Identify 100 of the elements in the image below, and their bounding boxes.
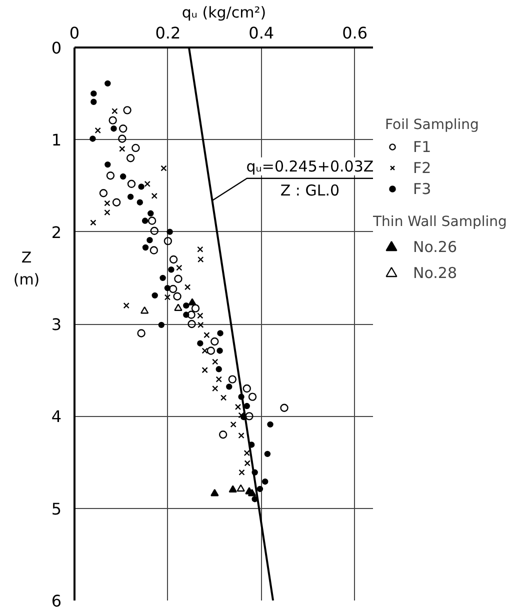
point xyxy=(188,320,196,328)
point xyxy=(94,127,101,134)
point xyxy=(118,134,126,143)
point xyxy=(267,421,274,428)
y-tick-label: 1 xyxy=(51,130,62,150)
point xyxy=(264,450,271,458)
point xyxy=(226,384,232,390)
point xyxy=(166,228,173,235)
point xyxy=(244,450,250,456)
legend-label: F2 xyxy=(413,158,432,178)
point xyxy=(230,421,236,428)
point xyxy=(238,469,245,476)
point xyxy=(123,106,132,114)
x-tick-label: 0.2 xyxy=(155,24,181,42)
point xyxy=(212,385,218,392)
point xyxy=(256,486,264,492)
point xyxy=(238,412,244,418)
point xyxy=(158,322,164,328)
point xyxy=(216,348,223,354)
point xyxy=(126,154,135,162)
point xyxy=(164,284,171,292)
point xyxy=(197,312,204,319)
point xyxy=(132,144,140,152)
point xyxy=(142,244,149,251)
point xyxy=(137,329,146,338)
point xyxy=(218,430,228,439)
point xyxy=(142,218,148,224)
point xyxy=(242,384,251,393)
point xyxy=(160,165,167,172)
point xyxy=(210,488,219,496)
point xyxy=(136,199,144,206)
y-tick-label: 6 xyxy=(51,592,62,609)
point xyxy=(104,80,111,87)
legend-label: F1 xyxy=(413,136,432,157)
point xyxy=(217,330,224,336)
point xyxy=(204,332,210,338)
y-tick-label: 2 xyxy=(51,222,62,242)
point xyxy=(168,284,178,294)
point xyxy=(202,367,208,374)
point xyxy=(244,460,250,466)
point xyxy=(244,402,250,410)
point xyxy=(112,108,118,114)
point xyxy=(164,294,171,300)
annotation: Thin Wall Sampling xyxy=(373,214,507,230)
y-tick-label: 5 xyxy=(51,499,62,518)
point xyxy=(140,306,149,314)
point xyxy=(90,98,97,105)
point xyxy=(228,485,237,493)
point xyxy=(248,392,257,401)
point xyxy=(228,375,237,384)
point xyxy=(183,312,190,318)
point xyxy=(146,237,153,244)
point xyxy=(99,189,108,198)
y-tick-label: 0 xyxy=(51,38,62,58)
point xyxy=(169,255,178,264)
point xyxy=(108,116,117,124)
point xyxy=(234,404,242,410)
point xyxy=(104,209,110,216)
point xyxy=(216,366,222,372)
point xyxy=(176,264,182,271)
y-axis-title: Z (m) xyxy=(13,248,40,288)
point xyxy=(183,302,190,309)
point xyxy=(150,226,158,236)
point xyxy=(160,274,166,282)
annotation: qᵤ=0.245+0.03Z xyxy=(246,157,374,176)
point xyxy=(151,192,158,199)
x-tick-label: 0 xyxy=(69,24,80,42)
point xyxy=(90,90,97,97)
point xyxy=(202,348,208,354)
point xyxy=(280,404,288,412)
point xyxy=(198,256,204,263)
point xyxy=(206,346,216,355)
point xyxy=(173,292,182,300)
point xyxy=(118,124,128,133)
point xyxy=(90,136,96,142)
point xyxy=(110,126,117,132)
point xyxy=(238,432,244,439)
x-tick-label: 0.6 xyxy=(342,24,368,42)
point xyxy=(152,292,158,299)
point xyxy=(168,266,174,273)
point xyxy=(104,161,111,168)
point xyxy=(148,210,154,216)
y-tick-label: 3 xyxy=(51,315,62,334)
x-tick-label: 0.4 xyxy=(248,24,274,42)
point xyxy=(164,236,172,246)
point xyxy=(188,298,196,306)
point xyxy=(212,358,218,365)
point xyxy=(174,274,182,283)
x-axis-title: qᵤ (kg/cm²) xyxy=(182,4,266,22)
annotation: Z : GL.0 xyxy=(280,181,340,200)
point xyxy=(112,198,121,206)
point xyxy=(127,194,134,200)
point xyxy=(106,172,115,180)
point xyxy=(148,216,156,225)
point xyxy=(184,284,191,290)
point xyxy=(191,304,200,312)
point xyxy=(236,484,245,492)
legend-label: No.26 xyxy=(413,237,457,258)
legend-label: F3 xyxy=(413,178,432,199)
point xyxy=(104,200,110,206)
